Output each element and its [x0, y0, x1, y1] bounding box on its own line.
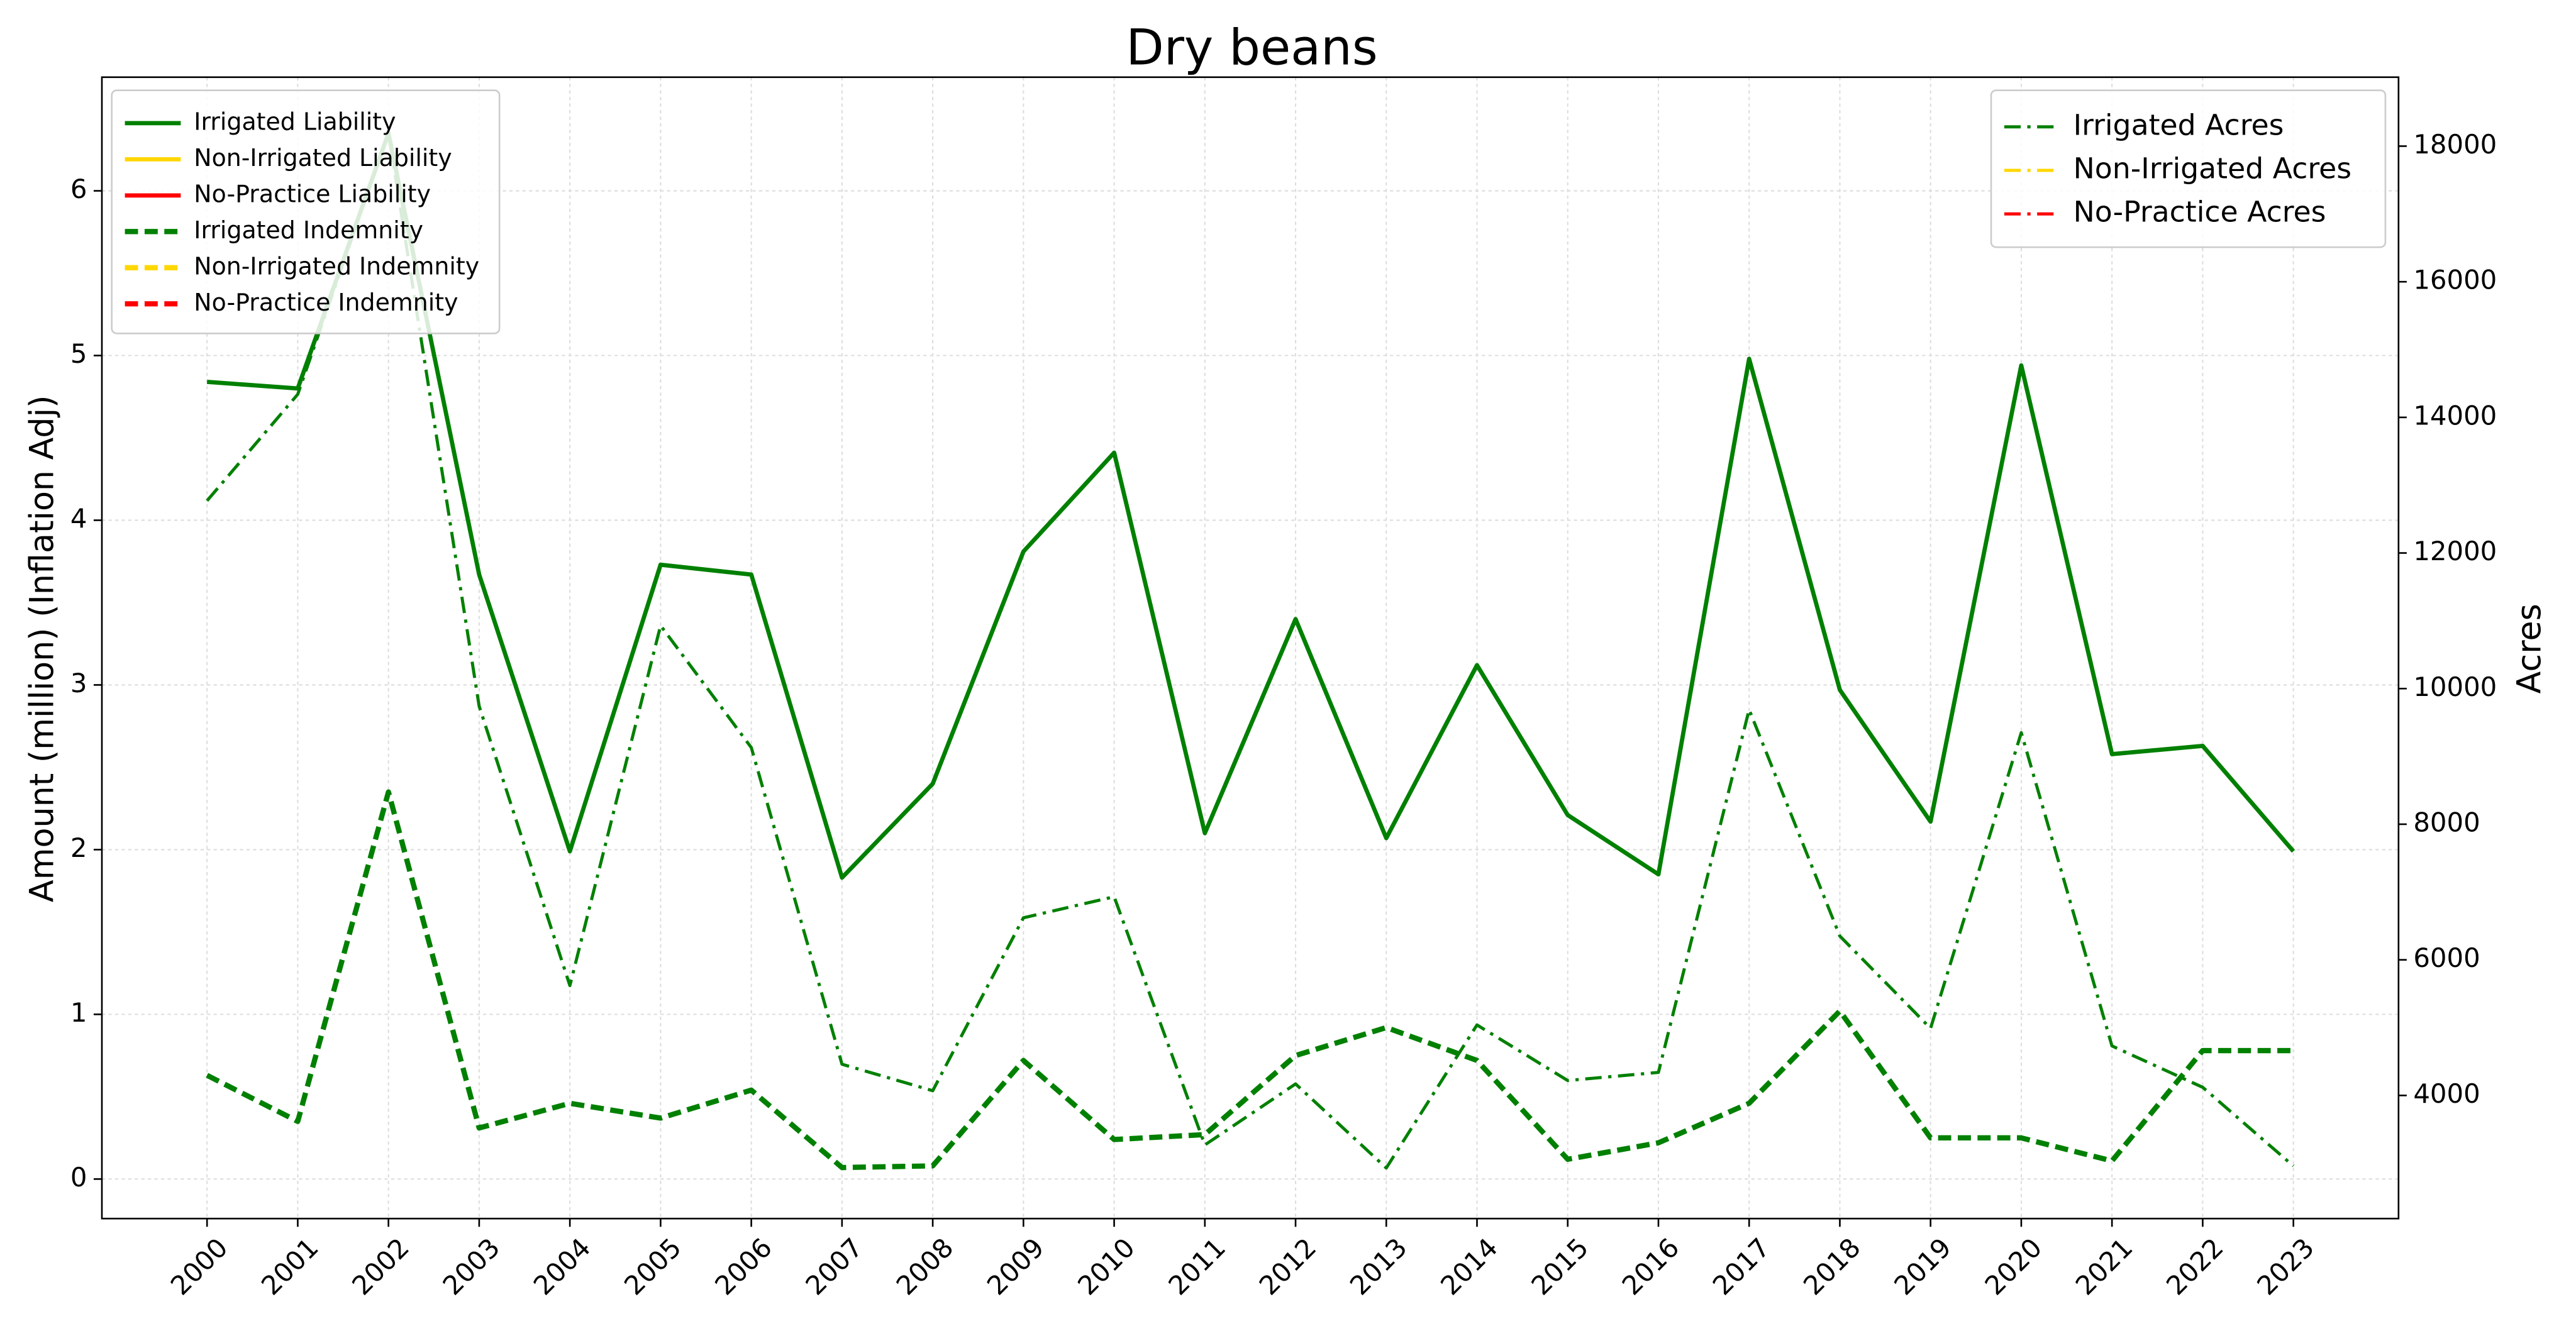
x-tick-label: 2018	[1797, 1232, 1867, 1301]
legend-label: Irrigated Acres	[2074, 108, 2284, 141]
y2-tick-label: 4000	[2413, 1078, 2480, 1109]
x-tick-label: 2012	[1253, 1232, 1323, 1301]
y2-tick-label: 6000	[2413, 942, 2480, 973]
legend-label: Non-Irrigated Indemnity	[194, 252, 479, 280]
y-tick-label: 5	[70, 338, 87, 369]
chart-title: Dry beans	[1126, 19, 1377, 76]
y2-tick-label: 12000	[2413, 536, 2497, 566]
x-tick-label: 2023	[2251, 1232, 2320, 1301]
legend-label: No-Practice Indemnity	[194, 289, 458, 316]
legend-box	[111, 89, 501, 334]
legend-label: Non-Irrigated Acres	[2074, 152, 2351, 185]
y-tick-label: 4	[70, 503, 87, 534]
x-tick-label: 2016	[1616, 1232, 1685, 1301]
x-tick-label: 2015	[1525, 1232, 1594, 1301]
legend-label: Irrigated Indemnity	[194, 216, 423, 244]
x-tick-label: 2021	[2070, 1232, 2139, 1301]
x-tick-label: 2007	[799, 1232, 869, 1301]
legend-box	[1990, 89, 2387, 248]
legend-label: Non-Irrigated Liability	[194, 144, 452, 172]
x-tick-label: 2013	[1344, 1232, 1413, 1301]
y2-axis-label: Acres	[2511, 604, 2548, 693]
y-tick-label: 6	[70, 174, 87, 204]
x-tick-label: 2022	[2160, 1232, 2229, 1301]
y-axis-label: Amount (million) (Inflation Adj)	[24, 395, 62, 903]
y2-tick-label: 10000	[2413, 671, 2497, 702]
x-tick-label: 2019	[1888, 1232, 1957, 1301]
y-tick-label: 0	[70, 1162, 87, 1193]
x-tick-label: 2006	[709, 1232, 778, 1301]
x-tick-label: 2000	[165, 1232, 234, 1301]
x-tick-label: 2004	[528, 1232, 597, 1301]
series-line	[206, 131, 2295, 1170]
legend-label: Irrigated Liability	[194, 108, 396, 135]
y-tick-label: 2	[70, 832, 87, 863]
x-tick-label: 2003	[436, 1232, 506, 1301]
series-line	[206, 131, 2296, 880]
axes-frame	[101, 76, 2400, 1220]
x-tick-label: 2010	[1072, 1232, 1141, 1301]
series-line	[206, 789, 2294, 1171]
x-tick-label: 2011	[1162, 1232, 1231, 1301]
y-tick-label: 1	[70, 997, 87, 1028]
y2-tick-label: 16000	[2413, 265, 2497, 295]
x-tick-label: 2014	[1435, 1232, 1504, 1301]
x-tick-label: 2020	[1979, 1232, 2048, 1301]
x-tick-label: 2002	[346, 1232, 415, 1301]
x-tick-label: 2009	[981, 1232, 1050, 1301]
legend-label: No-Practice Acres	[2074, 196, 2326, 229]
y2-tick-label: 18000	[2413, 129, 2497, 160]
x-tick-label: 2005	[618, 1232, 687, 1301]
x-tick-label: 2008	[891, 1232, 960, 1301]
y2-tick-label: 8000	[2413, 807, 2480, 837]
y2-tick-label: 14000	[2413, 400, 2497, 431]
legend-label: No-Practice Liability	[194, 180, 431, 207]
y-tick-label: 3	[70, 668, 87, 698]
x-tick-label: 2017	[1707, 1232, 1776, 1301]
x-tick-label: 2001	[255, 1232, 325, 1301]
